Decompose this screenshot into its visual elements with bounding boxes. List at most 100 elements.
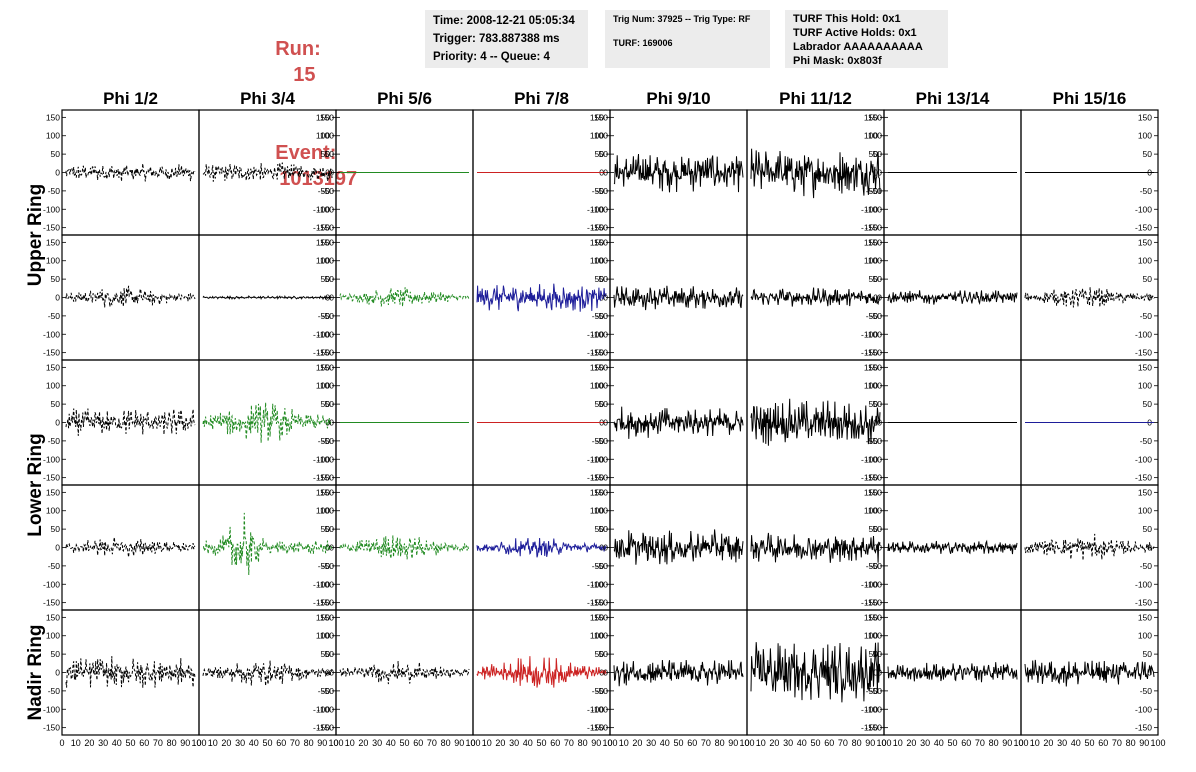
y-tick-label: -50 xyxy=(870,436,883,446)
y-tick-label: 150 xyxy=(1138,237,1152,247)
y-tick-label: 0 xyxy=(877,293,882,303)
waveform-trace xyxy=(887,662,1018,683)
y-tick-label: 50 xyxy=(873,524,883,534)
y-tick-label: -50 xyxy=(596,436,609,446)
y-tick-label: 100 xyxy=(590,381,604,391)
y-tick-label: 150 xyxy=(1138,612,1152,622)
y-tick-label: -50 xyxy=(1140,686,1153,696)
row-label: Nadir Ring xyxy=(25,624,46,720)
waveform-trace xyxy=(202,660,333,686)
y-tick-label: -150 xyxy=(43,223,60,233)
y-tick-label: 50 xyxy=(1143,274,1153,284)
waveform-trace xyxy=(202,294,333,301)
y-tick-label: 150 xyxy=(594,612,608,622)
trig-info-box: Trig Num: 37925 -- Trig Type: RF TURF: 1… xyxy=(605,10,770,68)
phi-mask-text: Phi Mask: 0x803f xyxy=(793,55,882,67)
waveform-trace xyxy=(613,529,744,565)
x-tick-label: 70 xyxy=(564,738,574,748)
y-tick-label: -150 xyxy=(587,473,604,483)
x-tick-label: 50 xyxy=(673,738,683,748)
y-tick-label: -100 xyxy=(865,329,882,339)
x-tick-label: 90 xyxy=(317,738,327,748)
y-tick-label: -50 xyxy=(596,561,609,571)
y-tick-label: -100 xyxy=(317,579,334,589)
y-tick-label: -50 xyxy=(870,186,883,196)
x-tick-label: 80 xyxy=(852,738,862,748)
y-tick-label: 0 xyxy=(55,168,60,178)
y-tick-label: 150 xyxy=(864,237,878,247)
x-tick-label: 10 xyxy=(756,738,766,748)
y-tick-label: 100 xyxy=(590,131,604,141)
y-tick-label: 150 xyxy=(868,112,882,122)
y-tick-label: -150 xyxy=(1135,348,1152,358)
column-header: Phi 9/10 xyxy=(646,89,710,108)
y-tick-label: 100 xyxy=(46,131,60,141)
y-tick-label: 50 xyxy=(873,149,883,159)
x-tick-label: 10 xyxy=(893,738,903,748)
labrador-text: Labrador AAAAAAAAAA xyxy=(793,41,923,53)
x-tick-label: 80 xyxy=(441,738,451,748)
waveform-trace xyxy=(613,406,744,439)
y-tick-label: 50 xyxy=(325,649,335,659)
y-tick-label: -150 xyxy=(591,348,608,358)
y-tick-label: -50 xyxy=(592,561,605,571)
y-tick-label: 0 xyxy=(877,168,882,178)
y-tick-label: -150 xyxy=(313,598,330,608)
y-tick-label: -150 xyxy=(43,473,60,483)
y-tick-label: 100 xyxy=(320,506,334,516)
column-header: Phi 7/8 xyxy=(514,89,569,108)
x-tick-label: 100 xyxy=(1150,738,1165,748)
column-header: Phi 3/4 xyxy=(240,89,295,108)
y-tick-label: 150 xyxy=(320,237,334,247)
y-tick-label: 50 xyxy=(595,274,605,284)
x-tick-label: 90 xyxy=(1002,738,1012,748)
waveform-trace xyxy=(750,642,881,703)
y-tick-label: -100 xyxy=(587,704,604,714)
x-tick-label: 60 xyxy=(276,738,286,748)
y-tick-label: 150 xyxy=(590,612,604,622)
y-tick-label: -150 xyxy=(1135,598,1152,608)
y-tick-label: -150 xyxy=(861,598,878,608)
y-tick-label: 0 xyxy=(877,668,882,678)
y-tick-label: -100 xyxy=(865,454,882,464)
y-tick-label: -150 xyxy=(591,598,608,608)
x-tick-label: 40 xyxy=(386,738,396,748)
y-tick-label: 100 xyxy=(1138,506,1152,516)
y-tick-label: -150 xyxy=(591,473,608,483)
y-tick-label: 50 xyxy=(595,649,605,659)
y-tick-label: 50 xyxy=(325,274,335,284)
x-tick-label: 0 xyxy=(470,738,475,748)
y-tick-label: -50 xyxy=(592,686,605,696)
y-tick-label: 150 xyxy=(594,112,608,122)
y-tick-label: 150 xyxy=(316,612,330,622)
y-tick-label: -50 xyxy=(866,186,879,196)
y-tick-label: -100 xyxy=(317,454,334,464)
x-tick-label: 20 xyxy=(769,738,779,748)
waveform-trace xyxy=(750,287,881,307)
turf-text: TURF: 169006 xyxy=(613,38,673,48)
y-tick-label: 50 xyxy=(873,274,883,284)
time-text: Time: 2008-12-21 05:05:34 xyxy=(433,15,575,27)
y-tick-label: 50 xyxy=(321,399,331,409)
x-tick-label: 70 xyxy=(153,738,163,748)
y-tick-label: 100 xyxy=(1138,381,1152,391)
x-tick-label: 50 xyxy=(399,738,409,748)
x-tick-label: 80 xyxy=(304,738,314,748)
column-header: Phi 1/2 xyxy=(103,89,158,108)
x-tick-label: 30 xyxy=(1057,738,1067,748)
y-tick-label: 150 xyxy=(590,112,604,122)
run-label: Run: xyxy=(275,38,321,60)
waveform-trace xyxy=(887,539,1018,555)
waveform-trace xyxy=(65,656,196,688)
y-tick-label: 50 xyxy=(599,399,609,409)
y-tick-label: 50 xyxy=(325,524,335,534)
run-value: 15 xyxy=(293,64,316,86)
column-header: Phi 15/16 xyxy=(1053,89,1127,108)
y-tick-label: 0 xyxy=(329,668,334,678)
y-tick-label: 50 xyxy=(595,149,605,159)
y-tick-label: -100 xyxy=(865,579,882,589)
y-tick-label: -150 xyxy=(865,348,882,358)
y-tick-label: 150 xyxy=(868,362,882,372)
x-tick-label: 70 xyxy=(427,738,437,748)
x-tick-label: 70 xyxy=(701,738,711,748)
